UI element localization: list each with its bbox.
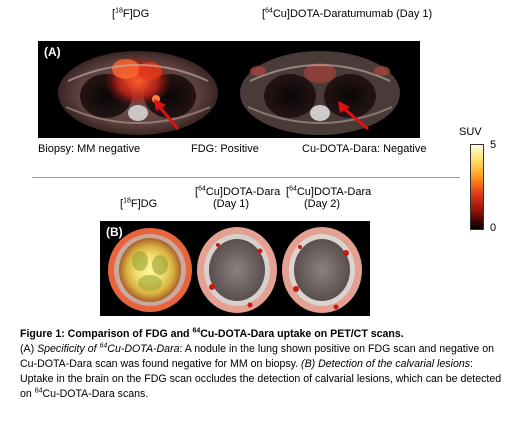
suv-colorbar <box>470 144 484 230</box>
top-dara-title: [64Cu]DOTA-Daratumumab (Day 1) <box>262 7 433 20</box>
bottom-fdg-title: [18F]DG <box>120 197 158 210</box>
panel-a: (A) <box>38 41 420 138</box>
bottom-dara1-title: [64Cu]DOTA-Dara (Day 1) <box>195 185 281 210</box>
colorbar-min-label: 0 <box>490 222 497 234</box>
dara-day2-skull-scan <box>282 227 362 313</box>
fdg-result-label: FDG: Positive <box>191 143 259 155</box>
figure-caption: Figure 1: Comparison of FDG and 64Cu-DOT… <box>20 327 508 402</box>
panel-b-label: (B) <box>106 225 123 239</box>
panel-a-scans <box>58 51 400 135</box>
caption-title: Figure 1: Comparison of FDG and 64Cu-DOT… <box>20 327 404 340</box>
colorbar-title: SUV <box>459 126 482 138</box>
section-divider <box>32 177 460 178</box>
cudara-result-label: Cu-DOTA-Dara: Negative <box>302 143 427 155</box>
panel-b: (B) <box>100 221 370 316</box>
biopsy-label: Biopsy: MM negative <box>38 143 141 155</box>
colorbar-max-label: 5 <box>490 139 497 151</box>
caption-body: (A) Specificity of 64Cu-DOTA-Dara: A nod… <box>20 342 502 400</box>
panel-a-label: (A) <box>44 45 61 59</box>
dara-arrow <box>341 105 369 131</box>
dara-chest-scan <box>240 51 400 135</box>
fdg-chest-scan <box>58 51 218 135</box>
fdg-arrow <box>156 104 180 130</box>
top-fdg-title: [18F]DG <box>112 7 150 20</box>
bottom-dara2-title: [64Cu]DOTA-Dara (Day 2) <box>286 185 372 210</box>
fdg-skull-scan <box>108 228 192 312</box>
panel-b-scans <box>108 227 362 313</box>
dara-day1-skull-scan <box>197 227 277 313</box>
